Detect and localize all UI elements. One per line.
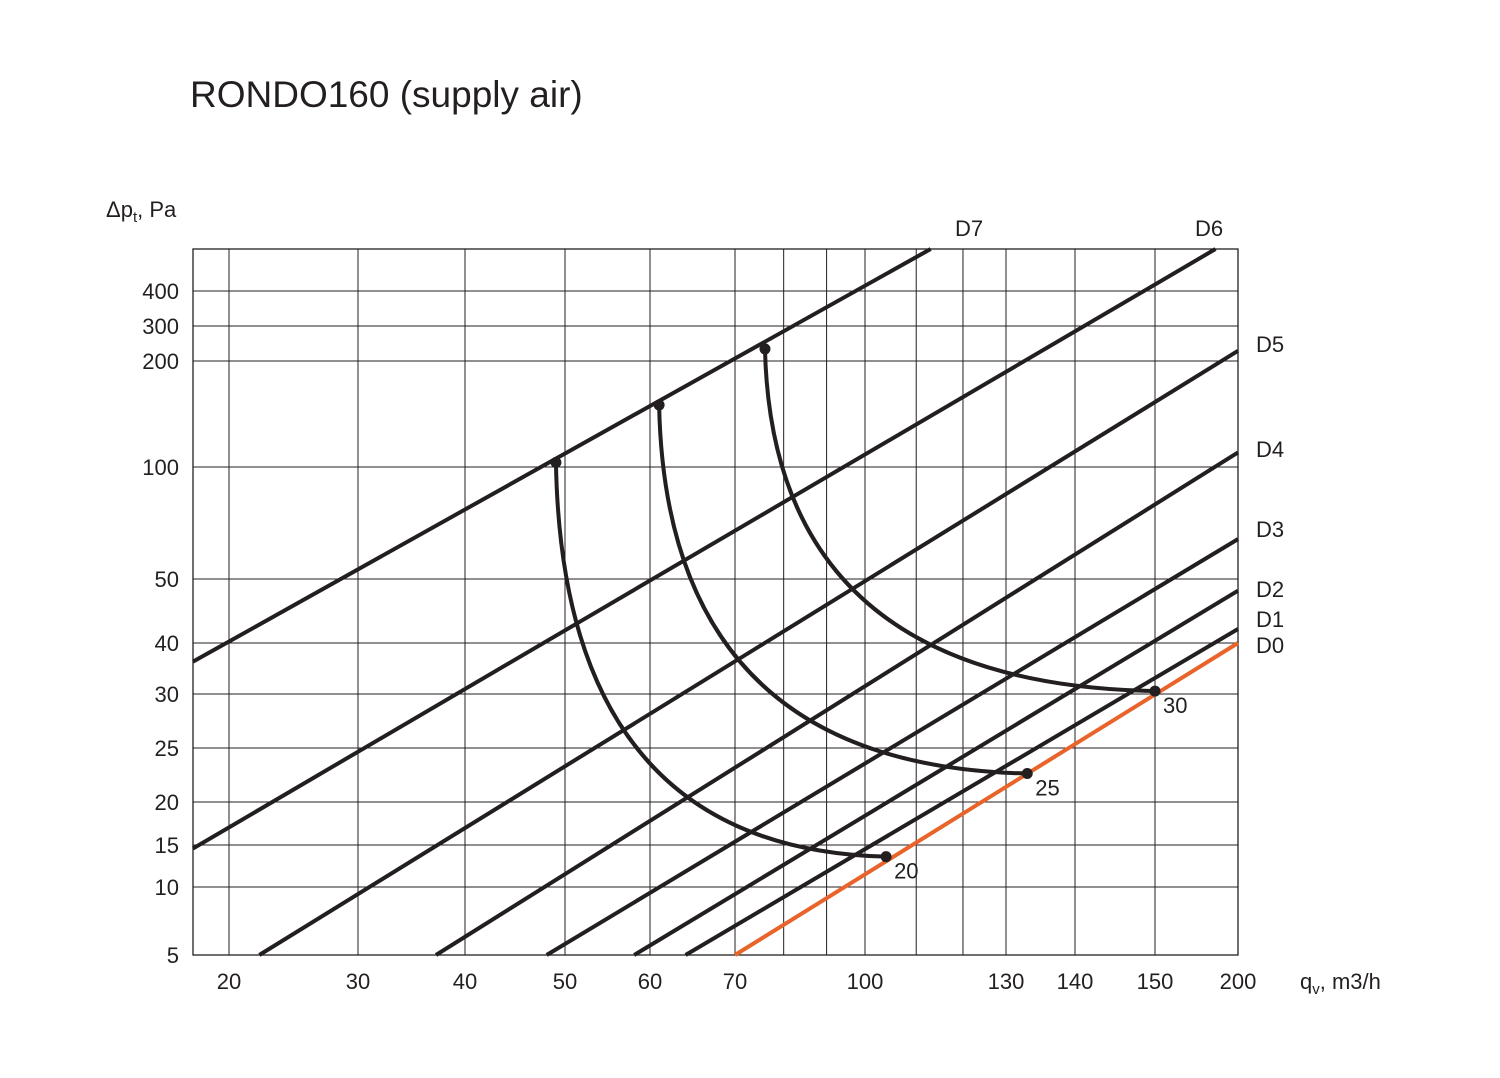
y-tick-label: 200 [142,349,179,374]
curve-start-point [759,343,771,355]
chart-title: RONDO160 (supply air) [190,74,583,115]
damper-line-d7 [192,247,932,664]
y-tick-label: 300 [142,314,179,339]
x-tick-label: 150 [1137,969,1174,994]
damper-label-d6: D6 [1195,216,1223,241]
x-tick-label: 140 [1057,969,1094,994]
x-tick-label: 70 [723,969,747,994]
damper-label-d1: D1 [1256,607,1284,632]
curve-start-point [653,399,665,411]
y-tick-label: 100 [142,455,179,480]
y-axis-label: Δpt, Pa [106,197,177,226]
y-tick-label: 50 [155,567,179,592]
damper-label-d5: D5 [1256,332,1284,357]
x-tick-label: 30 [346,969,370,994]
x-axis-label: qv, m3/h [1300,969,1381,998]
x-tick-label: 20 [217,969,241,994]
damper-label-d4: D4 [1256,437,1284,462]
damper-line-d4 [434,450,1240,957]
x-tick-label: 200 [1220,969,1257,994]
x-tick-label: 60 [638,969,662,994]
x-tick-label: 50 [553,969,577,994]
throw-curve-label-25: 25 [1035,775,1059,800]
x-tick-label: 100 [847,969,884,994]
y-tick-label: 400 [142,279,179,304]
throw-curve-25 [657,404,1028,776]
x-tick-label: 130 [988,969,1025,994]
throw-curve-label-30: 30 [1163,693,1187,718]
damper-line-d1 [684,627,1240,957]
throw-curves: 20 25 30 [550,343,1187,884]
curve-end-point [1021,767,1033,779]
damper-line-d5 [258,349,1240,957]
curve-end-point [1149,685,1161,697]
y-tick-label: 25 [155,736,179,761]
damper-line-d3 [545,537,1240,957]
y-tick-label: 20 [155,790,179,815]
throw-curve-label-20: 20 [894,859,918,884]
damper-label-d2: D2 [1256,577,1284,602]
y-tick-label: 5 [167,943,179,968]
damper-line-d2 [633,588,1240,957]
x-tick-label: 40 [453,969,477,994]
plot-frame [192,248,1239,956]
y-tick-label: 10 [155,875,179,900]
y-tick-label: 15 [155,833,179,858]
curve-start-point [550,456,562,468]
y-tick-label: 40 [155,631,179,656]
damper-label-d0: D0 [1256,633,1284,658]
damper-line-d6 [191,247,1217,851]
damper-label-d7: D7 [955,216,983,241]
grid [192,248,1239,956]
throw-curve-20 [553,462,887,859]
damper-label-d3: D3 [1256,517,1284,542]
y-tick-label: 30 [155,682,179,707]
tick-labels: 20 30 40 50 60 70 100 130 140 150 200 5 10 15 20 25 30 40… [142,279,1256,994]
throw-curve-30 [762,348,1156,694]
curve-end-point [880,851,892,863]
